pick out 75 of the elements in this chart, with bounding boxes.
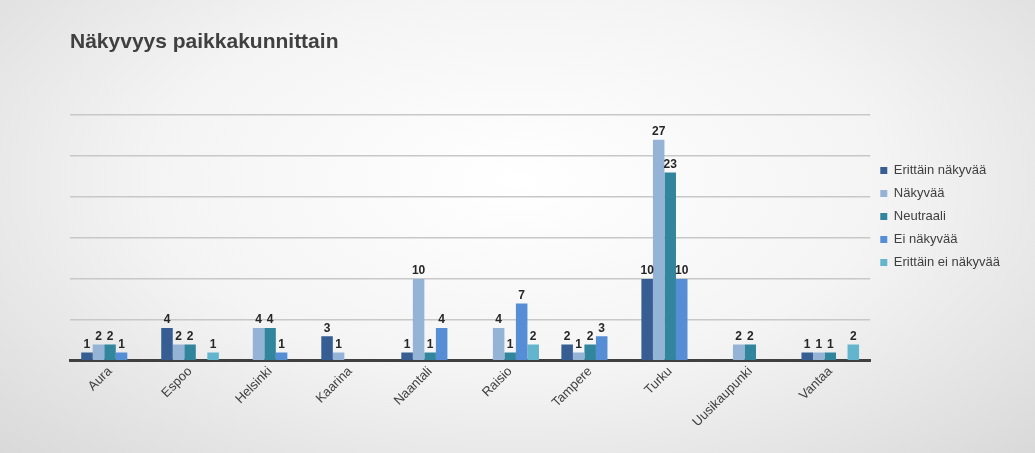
bar (184, 344, 196, 361)
bar (527, 344, 539, 361)
data-label: 1 (575, 336, 583, 351)
legend-label: Erittäin ei näkyvää (893, 254, 1001, 270)
bar (664, 172, 676, 361)
bar (675, 278, 688, 361)
bar (652, 139, 665, 361)
data-label: 1 (826, 336, 834, 351)
data-label: 4 (495, 312, 503, 327)
data-label: 1 (209, 336, 217, 351)
data-label: 2 (849, 328, 857, 343)
data-label: 1 (506, 336, 514, 351)
data-label: 1 (278, 336, 286, 351)
legend-label: Ei näkyvää (893, 231, 959, 247)
chart-title: Näkyvyys paikkakunnittain (70, 29, 339, 53)
data-label: 4 (438, 312, 446, 327)
data-label: 23 (663, 156, 678, 171)
bar (824, 352, 837, 361)
data-label: 1 (426, 336, 434, 351)
bar (641, 278, 653, 361)
legend-label: Neutraali (893, 208, 946, 224)
bar (275, 352, 288, 361)
bar (172, 344, 185, 361)
data-label: 2 (563, 328, 571, 343)
bar (332, 352, 345, 361)
bar (492, 328, 505, 361)
data-label: 4 (255, 312, 263, 327)
data-label: 1 (335, 336, 343, 351)
bar (744, 344, 756, 361)
data-label: 1 (803, 336, 811, 351)
bar (161, 328, 173, 361)
data-label: 2 (186, 328, 194, 343)
data-label: 2 (529, 328, 537, 343)
data-label: 2 (735, 328, 743, 343)
data-label: 7 (518, 287, 526, 302)
bar (412, 278, 425, 361)
bar (801, 352, 813, 361)
bar (81, 352, 93, 361)
data-label: 10 (640, 263, 655, 278)
data-label: 2 (95, 328, 103, 343)
data-label: 2 (106, 328, 114, 343)
bar (104, 344, 116, 361)
bar (264, 328, 276, 361)
data-label: 1 (83, 336, 91, 351)
bar (572, 352, 585, 361)
data-label: 10 (411, 263, 426, 278)
bar (321, 336, 333, 361)
bar (847, 344, 860, 361)
bar (401, 352, 413, 361)
data-label: 4 (266, 312, 274, 327)
data-label: 27 (652, 124, 666, 139)
bar (732, 344, 745, 361)
bar (584, 344, 596, 361)
legend-label: Erittäin näkyvää (893, 162, 988, 178)
data-label: 4 (163, 312, 171, 327)
data-label: 3 (323, 320, 331, 335)
legend-label: Näkyvää (893, 185, 946, 201)
bar (252, 328, 265, 361)
data-label: 1 (403, 336, 411, 351)
bar (561, 344, 573, 361)
bar (207, 352, 219, 361)
bar (515, 303, 528, 361)
bar (504, 352, 516, 361)
data-label: 2 (746, 328, 754, 343)
bar (812, 352, 825, 361)
data-label: 1 (118, 336, 126, 351)
data-label: 1 (815, 336, 823, 351)
data-label: 3 (598, 320, 606, 335)
bar (92, 344, 105, 361)
data-label: 2 (586, 328, 594, 343)
bar (595, 336, 608, 361)
bar (115, 352, 128, 361)
data-label: 2 (175, 328, 183, 343)
bar (424, 352, 436, 361)
bar (435, 328, 448, 361)
